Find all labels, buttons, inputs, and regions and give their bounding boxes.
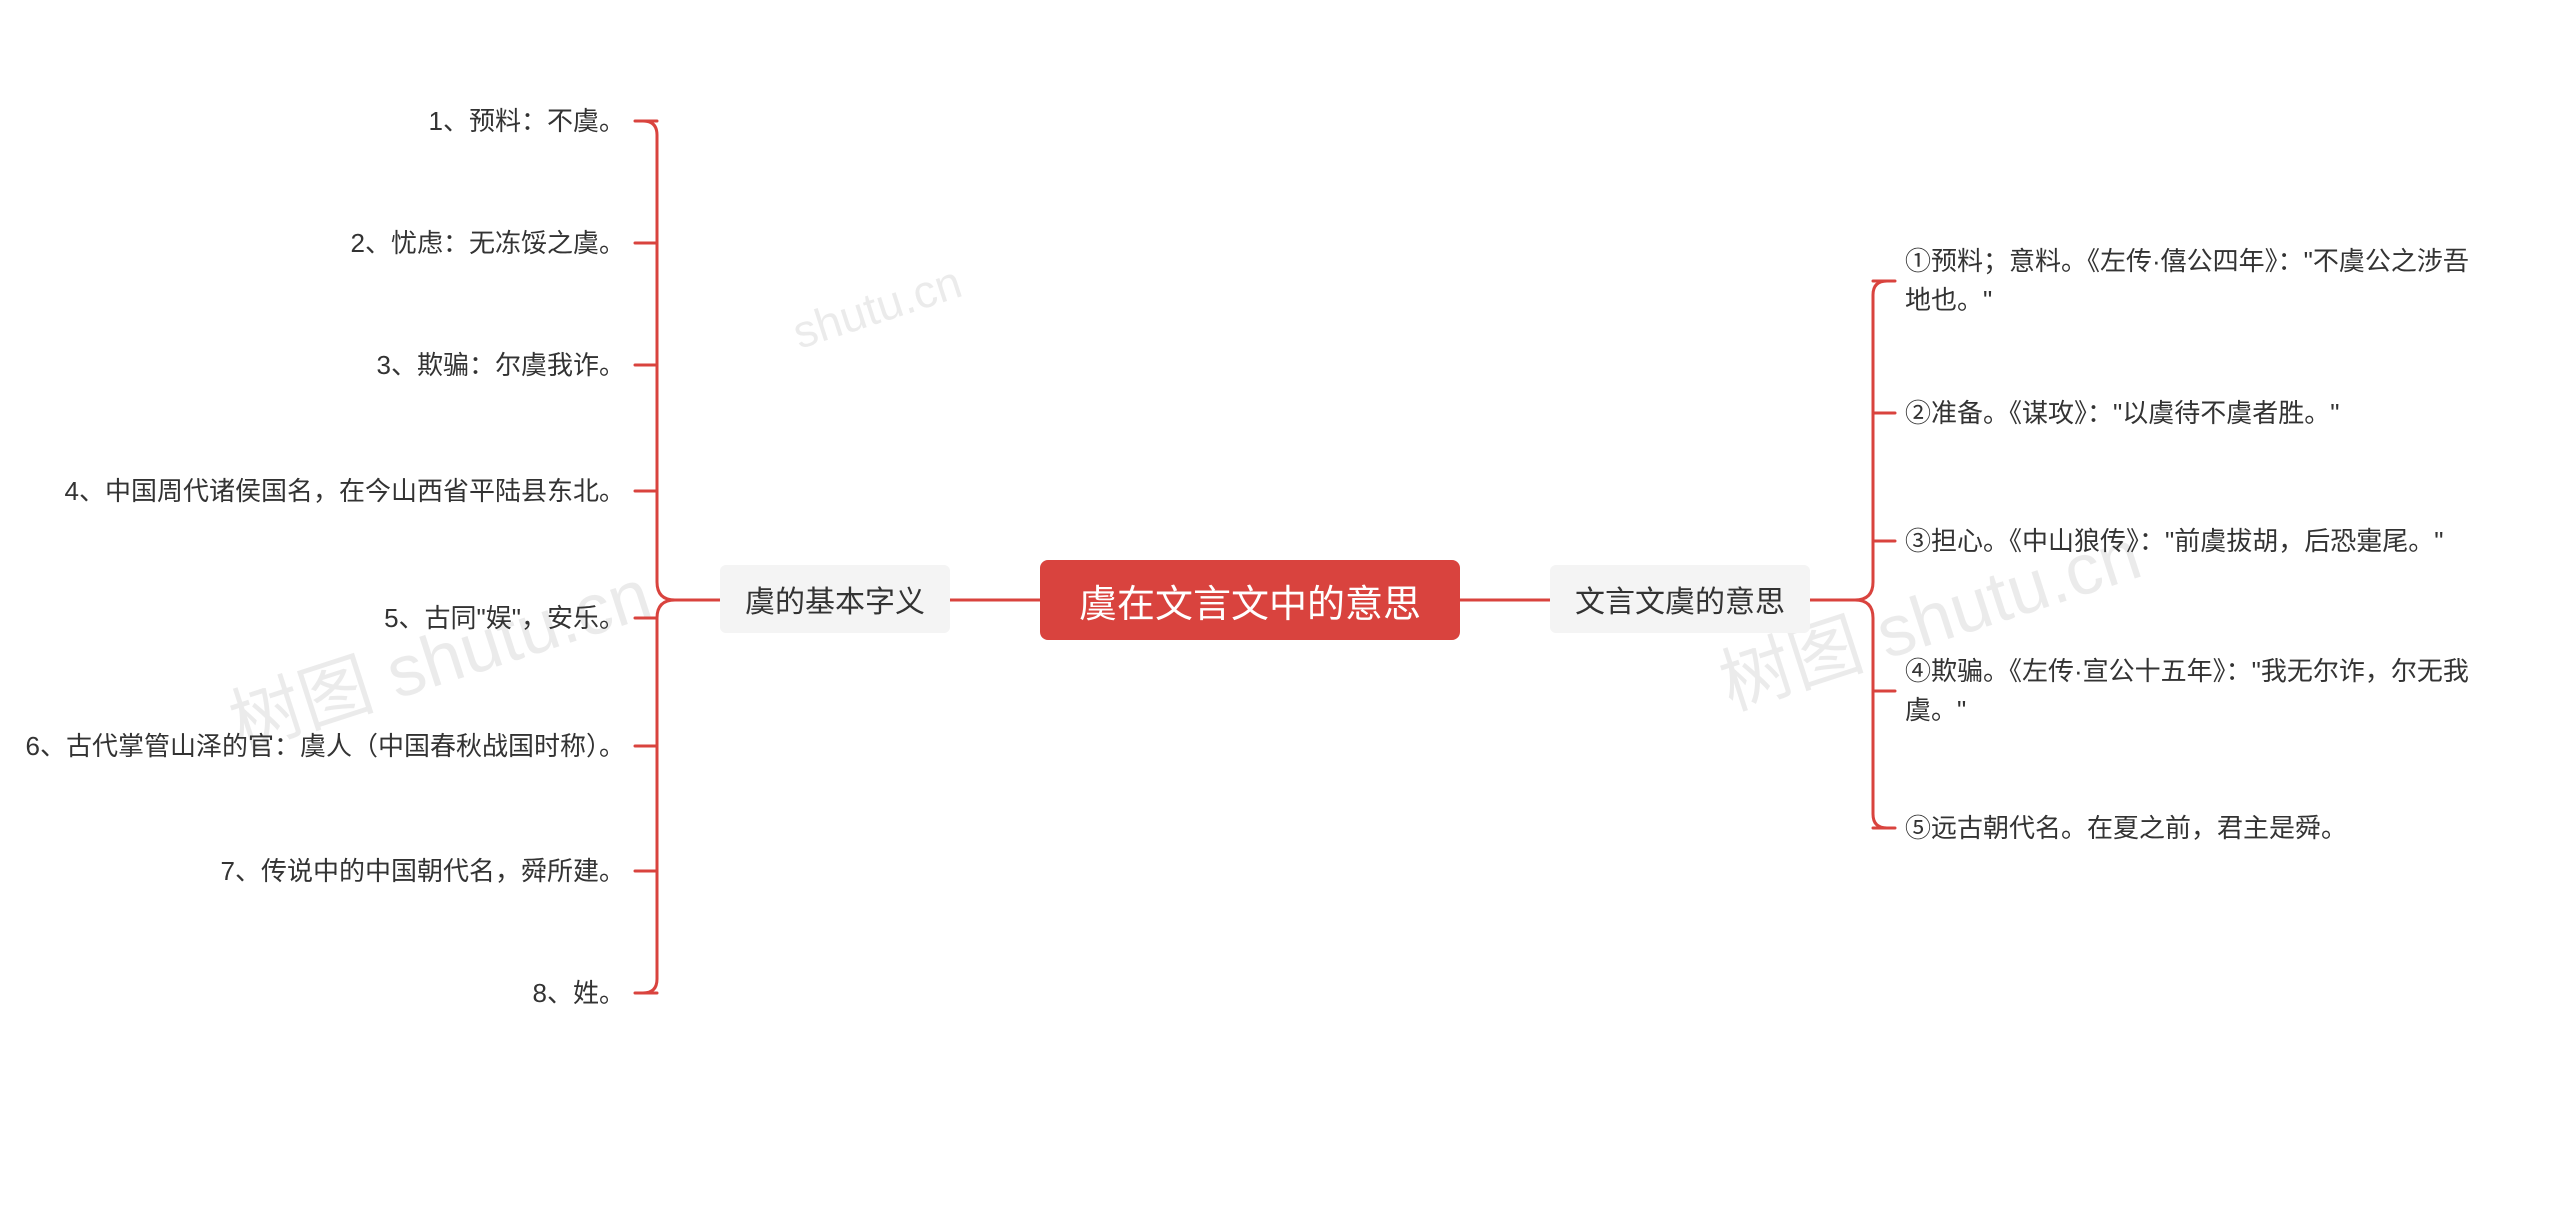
left-leaf: 1、预料：不虞。 [395,103,625,139]
right-leaf: ②准备。《谋攻》："以虞待不虞者胜。" [1905,395,2415,431]
right-branch-node: 文言文虞的意思 [1550,565,1810,633]
left-leaf: 6、古代掌管山泽的官：虞人（中国春秋战国时称）。 [25,710,625,782]
right-leaf: ①预料；意料。《左传·僖公四年》："不虞公之涉吾地也。" [1905,245,2475,317]
watermark: shutu.cn [786,254,968,359]
left-leaf: 8、姓。 [515,975,625,1011]
right-leaf: ⑤远古朝代名。在夏之前，君主是舜。 [1905,810,2395,846]
left-branch-node: 虞的基本字义 [720,565,950,633]
left-leaf: 5、古同"娱"，安乐。 [335,600,625,636]
mindmap-canvas: 树图 shutu.cn shutu.cn 树图 shutu.cn 虞在文言文中的… [0,0,2560,1205]
left-leaf: 7、传说中的中国朝代名，舜所建。 [185,853,625,889]
center-node: 虞在文言文中的意思 [1040,560,1460,640]
right-leaf: ③担心。《中山狼传》："前虞拔胡，后恐疐尾。" [1905,505,2475,577]
right-leaf: ④欺骗。《左传·宣公十五年》："我无尔诈，尔无我虞。" [1905,655,2475,727]
left-leaf: 3、欺骗：尔虞我诈。 [345,347,625,383]
left-leaf: 4、中国周代诸侯国名，在今山西省平陆县东北。 [35,455,625,527]
left-leaf: 2、忧虑：无冻馁之虞。 [315,225,625,261]
